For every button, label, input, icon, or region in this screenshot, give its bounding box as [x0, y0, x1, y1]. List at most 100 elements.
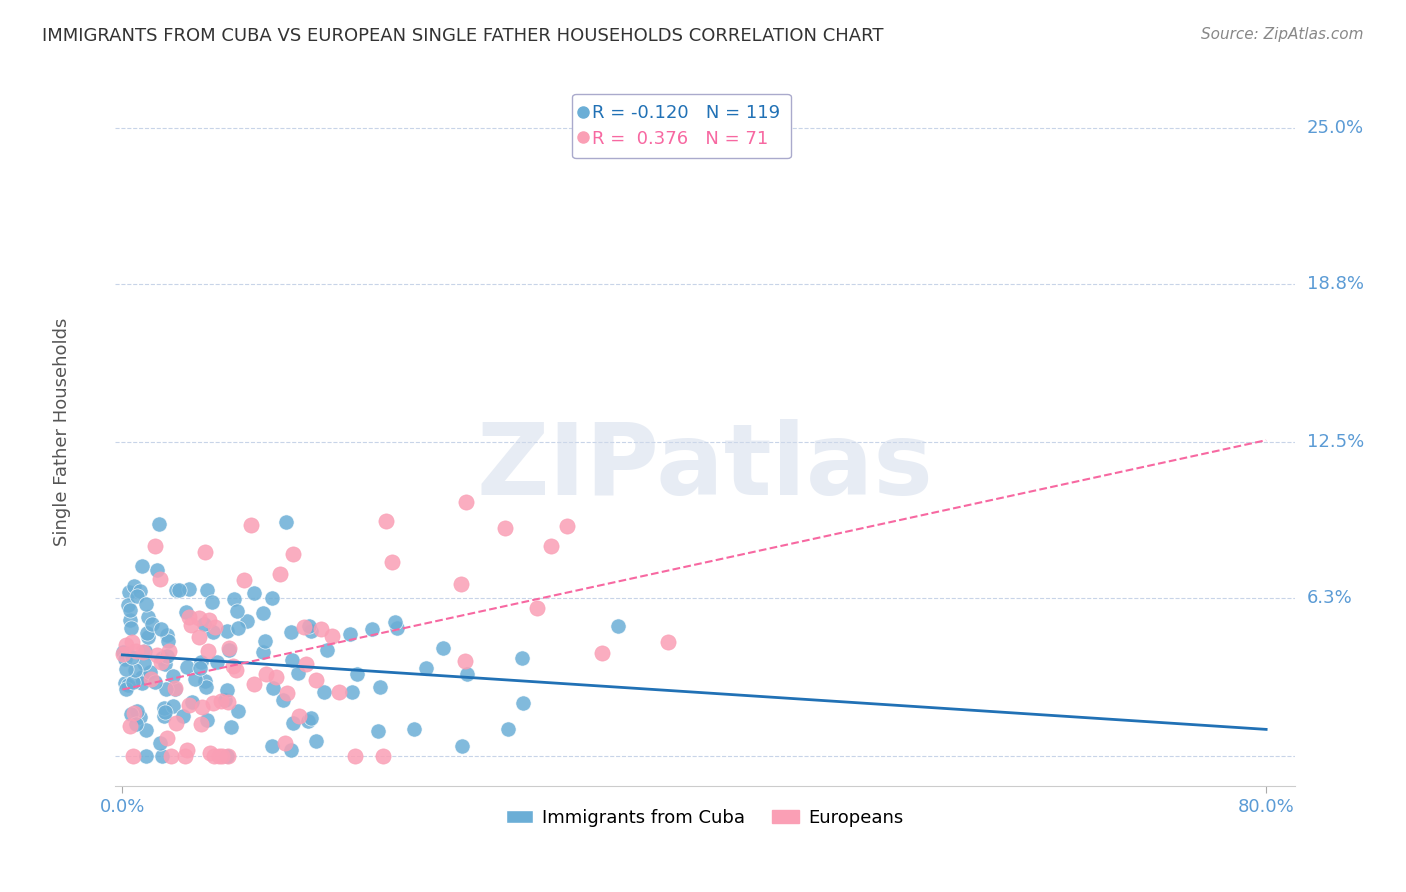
Point — [195, 713, 218, 727]
Point — [215, 682, 238, 697]
Point — [125, 643, 148, 657]
Point — [128, 710, 150, 724]
Point — [156, 649, 179, 664]
Point — [120, 613, 142, 627]
Point — [264, 670, 287, 684]
Point — [177, 610, 200, 624]
Point — [287, 665, 309, 680]
Point — [297, 714, 319, 728]
Point — [402, 722, 425, 736]
Text: 18.8%: 18.8% — [1306, 275, 1364, 293]
Text: 25.0%: 25.0% — [1306, 119, 1364, 136]
Point — [204, 620, 226, 634]
Point — [252, 644, 274, 658]
Point — [143, 540, 166, 554]
Point — [280, 625, 302, 640]
Point — [276, 686, 298, 700]
Point — [111, 648, 134, 662]
Point — [122, 674, 145, 689]
Point — [657, 635, 679, 649]
Point — [114, 652, 136, 666]
Point — [128, 584, 150, 599]
Point — [121, 650, 143, 665]
Point — [315, 642, 337, 657]
Point — [135, 749, 157, 764]
Point — [252, 606, 274, 620]
Point — [607, 619, 630, 633]
Point — [218, 642, 240, 657]
Point — [122, 749, 145, 764]
Point — [162, 669, 184, 683]
Point — [288, 709, 311, 723]
Point — [115, 661, 138, 675]
Point — [201, 595, 224, 609]
Point — [205, 656, 228, 670]
Point — [374, 514, 396, 528]
Point — [262, 681, 284, 695]
Point — [145, 563, 167, 577]
Point — [346, 666, 368, 681]
Point — [344, 749, 367, 764]
Point — [232, 573, 254, 587]
Point — [176, 743, 198, 757]
Point — [127, 704, 149, 718]
Point — [274, 515, 297, 529]
Point — [202, 749, 225, 764]
Point — [177, 698, 200, 713]
Point — [260, 591, 283, 606]
Text: Source: ZipAtlas.com: Source: ZipAtlas.com — [1201, 27, 1364, 42]
Point — [153, 701, 176, 715]
Point — [280, 742, 302, 756]
Point — [217, 749, 239, 764]
Point — [138, 665, 160, 680]
Point — [526, 601, 548, 615]
Point — [299, 624, 322, 639]
Point — [456, 667, 478, 681]
Point — [121, 635, 143, 649]
Legend: Immigrants from Cuba, Europeans: Immigrants from Cuba, Europeans — [499, 802, 911, 834]
Point — [339, 627, 361, 641]
Point — [239, 518, 262, 533]
Point — [148, 517, 170, 532]
Point — [111, 645, 134, 659]
Point — [157, 644, 180, 658]
Point — [188, 661, 211, 675]
Point — [180, 618, 202, 632]
Point — [304, 673, 326, 687]
Point — [197, 582, 219, 597]
Point — [367, 723, 389, 738]
Point — [149, 656, 172, 670]
Point — [131, 558, 153, 573]
Point — [163, 681, 186, 696]
Point — [384, 615, 406, 629]
Point — [371, 749, 394, 764]
Point — [115, 638, 138, 652]
Point — [274, 736, 297, 750]
Point — [122, 706, 145, 720]
Point — [131, 676, 153, 690]
Point — [280, 653, 302, 667]
Point — [225, 663, 247, 677]
Point — [181, 695, 204, 709]
Point — [295, 657, 318, 671]
Point — [222, 592, 245, 607]
Point — [136, 630, 159, 644]
Point — [540, 539, 562, 553]
Point — [217, 749, 239, 764]
Point — [115, 681, 138, 696]
Point — [454, 654, 477, 668]
Point — [136, 609, 159, 624]
Point — [134, 644, 156, 658]
Point — [120, 719, 142, 733]
Point — [450, 577, 472, 591]
Point — [153, 709, 176, 723]
Point — [321, 629, 343, 643]
Point — [219, 720, 242, 734]
Point — [174, 605, 197, 619]
Point — [114, 676, 136, 690]
Point — [149, 572, 172, 586]
Point — [254, 634, 277, 648]
Point — [254, 666, 277, 681]
Point — [156, 731, 179, 745]
Point — [153, 705, 176, 719]
